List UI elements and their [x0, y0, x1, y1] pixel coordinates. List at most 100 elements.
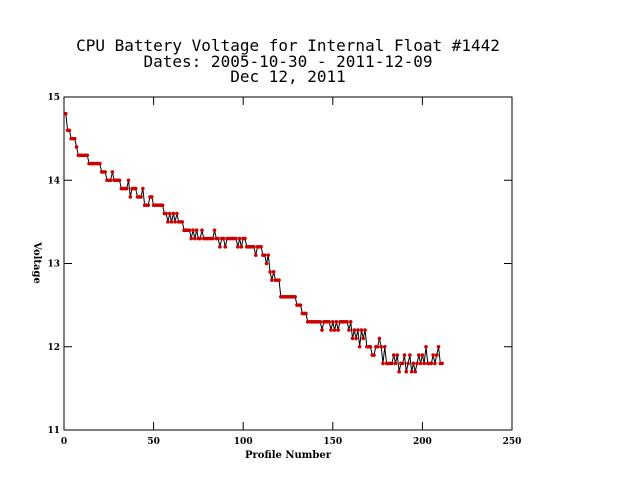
data-point: [393, 361, 398, 366]
data-point: [169, 220, 174, 224]
data-point: [417, 353, 421, 357]
data-point: [318, 319, 323, 324]
data-point: [354, 336, 358, 341]
data-point: [212, 228, 217, 232]
data-point: [198, 236, 202, 241]
data-point: [382, 344, 387, 349]
data-point: [252, 245, 256, 249]
data-point: [415, 361, 419, 366]
data-point: [210, 236, 215, 241]
data-point: [397, 369, 401, 374]
data-point: [402, 353, 407, 357]
data-point: [108, 178, 113, 183]
data-point: [400, 361, 405, 366]
data-point: [377, 336, 382, 341]
data-point: [409, 369, 414, 374]
data-point: [347, 328, 351, 332]
data-point: [327, 319, 332, 324]
data-point: [357, 344, 362, 349]
data-point: [194, 228, 199, 232]
y-tick-label: 11: [47, 426, 60, 436]
data-point: [103, 170, 108, 174]
data-point: [271, 270, 276, 274]
data-point: [363, 328, 367, 332]
data-point: [175, 211, 179, 216]
data-point: [436, 344, 441, 349]
data-point: [268, 270, 272, 274]
data-point: [359, 328, 364, 332]
y-tick-label: 12: [47, 343, 60, 353]
data-point: [356, 328, 360, 332]
data-point: [266, 253, 271, 257]
data-point: [418, 361, 423, 366]
data-point: [128, 195, 133, 199]
data-point: [411, 361, 416, 366]
data-point: [171, 211, 176, 216]
y-tick-label: 13: [47, 260, 60, 270]
data-point: [334, 319, 339, 324]
data-point: [350, 336, 355, 341]
x-tick-label: 150: [323, 437, 342, 447]
data-point: [243, 236, 247, 241]
data-point: [391, 353, 396, 357]
data-point: [424, 344, 428, 349]
data-point: [293, 295, 297, 299]
data-point: [187, 228, 192, 232]
data-point: [180, 220, 185, 224]
data-point: [63, 111, 68, 116]
data-point: [193, 236, 197, 241]
data-point: [352, 328, 357, 332]
data-point: [236, 245, 240, 249]
data-point: [110, 170, 115, 174]
data-point: [304, 311, 308, 316]
data-point: [67, 128, 72, 133]
data-point: [332, 328, 337, 332]
data-point: [126, 178, 131, 183]
data-point: [429, 361, 434, 366]
data-point: [191, 228, 195, 232]
data-point: [141, 186, 145, 191]
x-tick-label: 200: [413, 437, 432, 447]
x-axis-label: Profile Number: [245, 450, 332, 461]
data-point: [336, 328, 340, 332]
data-point: [298, 303, 303, 307]
data-point: [379, 344, 383, 349]
data-point: [166, 220, 170, 224]
data-point: [253, 253, 258, 257]
data-point: [264, 261, 269, 266]
data-point: [345, 319, 349, 324]
data-point: [270, 278, 274, 282]
data-point: [164, 211, 168, 216]
data-point: [200, 228, 204, 232]
data-point: [381, 361, 385, 366]
data-point: [433, 361, 437, 366]
data-point: [329, 328, 333, 332]
data-point: [277, 278, 281, 282]
x-tick-label: 50: [147, 437, 160, 447]
chart-title: CPU Battery Voltage for Internal Float #…: [76, 36, 500, 55]
data-point: [189, 236, 194, 241]
x-tick-label: 100: [234, 437, 253, 447]
data-point: [320, 328, 324, 332]
data-point: [259, 245, 263, 249]
data-point: [262, 253, 267, 257]
data-point: [146, 203, 151, 208]
data-point: [406, 361, 410, 366]
data-point: [223, 245, 228, 249]
data-point: [221, 236, 226, 241]
data-point: [331, 319, 335, 324]
data-point: [133, 186, 138, 191]
data-point: [150, 195, 154, 199]
y-tick-label: 14: [47, 176, 60, 186]
data-point: [124, 186, 129, 191]
data-point: [422, 361, 426, 366]
data-point: [440, 361, 444, 366]
data-point: [348, 319, 353, 324]
data-point: [139, 195, 143, 199]
data-point: [85, 153, 90, 158]
data-point: [408, 353, 412, 357]
y-tick-label: 15: [47, 93, 60, 103]
data-point: [160, 203, 165, 208]
data-point: [420, 353, 425, 357]
